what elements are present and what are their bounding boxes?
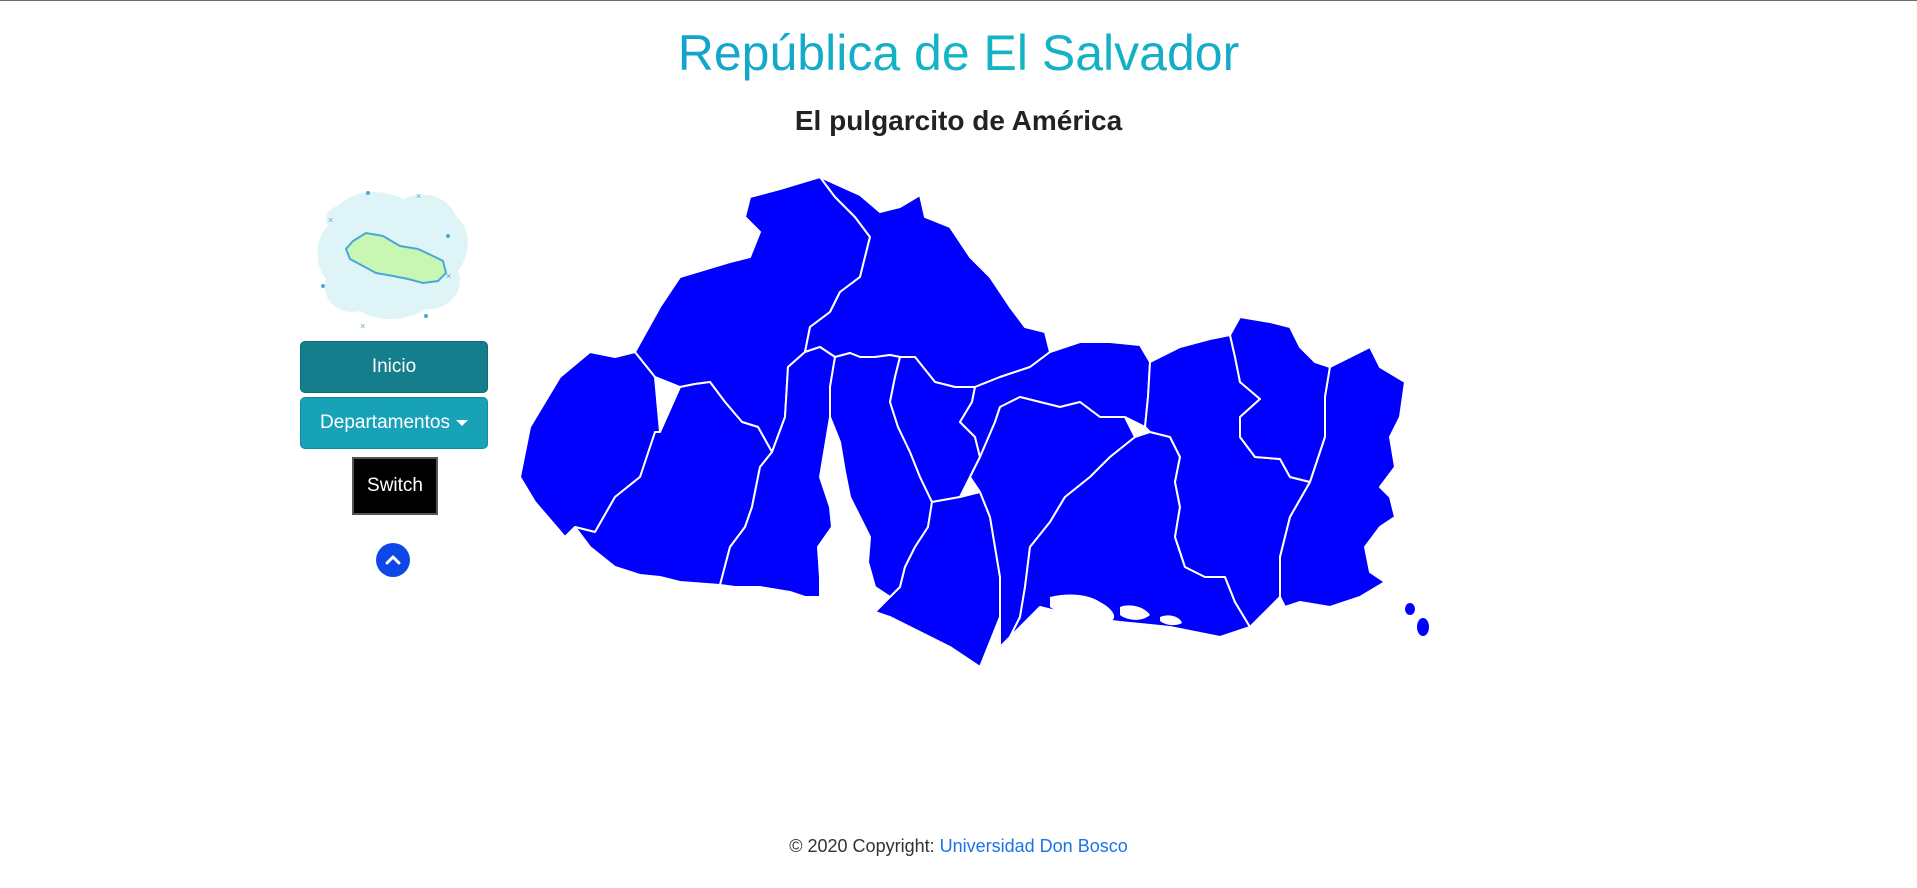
caret-down-icon bbox=[455, 420, 468, 426]
switch-button-label: Switch bbox=[367, 475, 423, 496]
scroll-up-button[interactable] bbox=[376, 543, 410, 577]
inicio-button-label: Inicio bbox=[371, 356, 417, 377]
svg-text:×: × bbox=[416, 191, 421, 201]
page-subtitle: El pulgarcito de América bbox=[794, 105, 1123, 136]
estuary-island bbox=[1120, 605, 1150, 620]
footer: © 2020 Copyright: Universidad Don Bosco bbox=[0, 836, 1917, 857]
page-title: República de El Salvador bbox=[0, 23, 1917, 83]
switch-button[interactable]: Switch bbox=[352, 457, 438, 515]
footer-copyright-text: © 2020 Copyright: bbox=[789, 836, 935, 856]
offshore-island bbox=[1417, 618, 1429, 636]
svg-text:×: × bbox=[328, 215, 333, 225]
departamentos-dropdown-button[interactable]: Departamentos bbox=[300, 397, 488, 449]
el-salvador-map bbox=[519, 176, 1620, 797]
footer-link-universidad[interactable]: Universidad Don Bosco bbox=[939, 836, 1128, 856]
department-la-union[interactable] bbox=[1279, 346, 1406, 608]
inicio-button[interactable]: Inicio bbox=[300, 341, 488, 393]
svg-text:×: × bbox=[446, 271, 451, 281]
svg-text:×: × bbox=[360, 321, 365, 331]
el-salvador-map-logo-icon: × × × × bbox=[308, 181, 478, 331]
estuary-island bbox=[1050, 594, 1115, 623]
offshore-island bbox=[1405, 603, 1415, 615]
estuary-island bbox=[1160, 615, 1182, 626]
departamentos-button-label: Departamentos bbox=[320, 412, 450, 433]
chevron-up-icon bbox=[385, 555, 401, 565]
